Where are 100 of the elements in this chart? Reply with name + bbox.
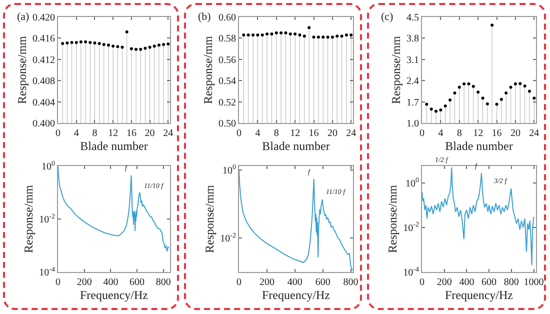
text: (a) [17, 11, 30, 23]
point [266, 32, 269, 36]
point [462, 82, 466, 86]
point [448, 98, 452, 102]
point [509, 86, 512, 89]
point [66, 41, 69, 44]
y-tick-label: 0.54 [218, 76, 236, 88]
point [148, 46, 152, 49]
x-tick-label: 0 [420, 128, 424, 139]
point [162, 43, 166, 46]
x-tick-label: 4 [255, 128, 260, 139]
point [256, 34, 260, 37]
x-axis-title: Blade number [262, 139, 330, 153]
x-tick-label: 0 [420, 277, 424, 288]
y-tick-label: 3.8 [406, 34, 419, 45]
y-tick-label: 10$^{-2}$ [403, 220, 420, 234]
point [302, 34, 306, 38]
point [120, 46, 124, 49]
point [157, 44, 160, 47]
point [316, 36, 320, 39]
point [260, 34, 264, 37]
x-tick-label: 0 [236, 277, 242, 288]
x-tick-label: 24 [163, 128, 174, 139]
point [486, 102, 489, 106]
point [298, 34, 302, 37]
x-tick-label: 24 [346, 128, 356, 139]
y-tick-label: 10$^{0}$ [42, 159, 56, 172]
x-tick-label: 16 [492, 128, 502, 139]
point [242, 34, 246, 37]
point [252, 34, 255, 37]
x-tick-label: 600 [130, 277, 145, 288]
point [425, 102, 428, 106]
y-tick-label: 0.404 [32, 97, 55, 108]
y-tick-label: 10$^{-4}$ [403, 265, 420, 278]
y-tick-label: 0.58 [218, 34, 236, 45]
y-axis-title: Response/mm [14, 35, 29, 104]
x-tick-label: 4 [438, 128, 444, 139]
y-tick-label: 10$^{0}$ [222, 163, 236, 176]
x-tick-label: 0 [56, 277, 60, 288]
y-tick-label: 0.412 [32, 54, 55, 66]
y-tick-label: 3.1 [406, 54, 419, 66]
x-tick-label: 12 [290, 128, 300, 139]
x-tick-label: 4 [74, 128, 79, 139]
point [294, 32, 297, 36]
x-tick-label: 0 [236, 128, 242, 139]
point [308, 26, 311, 30]
point [514, 82, 517, 86]
point [79, 40, 82, 44]
x-tick-label: 16 [308, 128, 319, 139]
point [112, 44, 115, 48]
y-tick-label: 10$^{-2}$ [220, 231, 236, 244]
point [490, 24, 494, 27]
y-tick-label: 1.7 [406, 97, 419, 108]
y-tick-label: 0.416 [32, 34, 55, 45]
x-axis-title: Blade number [80, 139, 148, 153]
point [434, 110, 438, 113]
point [495, 102, 498, 106]
point [106, 44, 110, 47]
point [476, 90, 480, 94]
point [322, 36, 325, 39]
point [472, 84, 475, 88]
x-tick-label: 12 [473, 128, 484, 139]
point [504, 92, 508, 95]
point [84, 40, 88, 44]
x-tick-label: 600 [482, 277, 497, 288]
y-tick-label: 10$^{-4}$ [39, 265, 56, 278]
point [61, 42, 64, 45]
y-axis-title: Response/mm [388, 35, 403, 104]
x-tick-label: 8 [456, 128, 462, 139]
point [344, 34, 348, 37]
x-tick-label: 800 [343, 277, 358, 288]
x-tick-label: 12 [108, 128, 118, 139]
point [139, 48, 142, 51]
point [74, 40, 78, 44]
y-tick-label: 1.0 [406, 118, 419, 130]
point [284, 31, 288, 34]
y-tick-label: 0.420 [32, 12, 55, 24]
x-tick-label: 200 [436, 277, 452, 288]
point [481, 96, 484, 100]
point [88, 40, 92, 44]
x-axis-title: Frequency/Hz [445, 288, 513, 302]
y-tick-label: 4.5 [406, 12, 419, 24]
point [125, 30, 128, 34]
point [166, 42, 170, 46]
point [116, 45, 120, 48]
x-axis-title: Frequency/Hz [80, 288, 148, 302]
x-tick-label: 20 [510, 128, 520, 139]
x-axis-title: Blade number [445, 139, 513, 153]
point [280, 31, 283, 34]
text: (b) [198, 11, 212, 23]
point [330, 36, 334, 39]
x-axis-title: Frequency/Hz [262, 288, 330, 302]
point [130, 47, 133, 50]
x-tick-label: 8 [92, 128, 98, 139]
point [152, 44, 156, 48]
y-axis-title: Response/mm [202, 184, 216, 253]
point [274, 31, 278, 34]
y-tick-label: 2.4 [406, 76, 419, 88]
y-tick-label: 0.56 [218, 54, 236, 66]
x-tick-label: 24 [529, 128, 540, 139]
